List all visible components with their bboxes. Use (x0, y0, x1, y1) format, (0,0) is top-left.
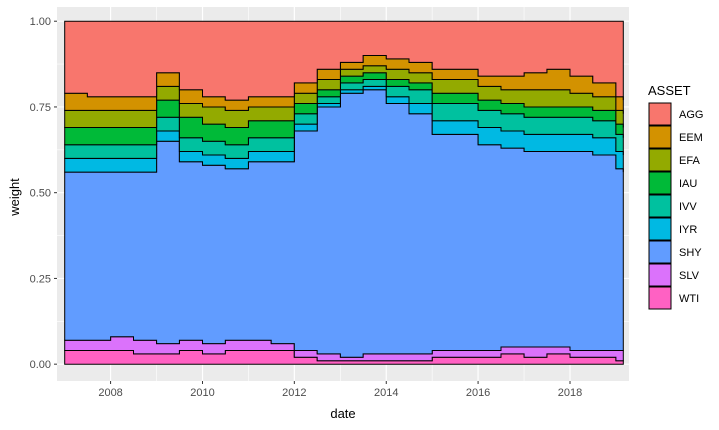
legend-label-ivv: IVV (679, 201, 697, 213)
legend-key-efa (648, 148, 672, 172)
x-tick-label: 2012 (282, 387, 306, 399)
x-axis-title: date (330, 406, 355, 421)
y-tick-label: 1.00 (30, 16, 51, 28)
legend-key-iau (648, 171, 672, 195)
x-tick-label: 2014 (374, 387, 398, 399)
legend-key-agg (648, 102, 672, 126)
y-tick-label: 0.75 (30, 102, 51, 114)
stacked-areas (64, 20, 624, 365)
legend-label-shy: SHY (679, 247, 702, 259)
legend-key-slv (648, 263, 672, 287)
y-tick-label: 0.25 (30, 273, 51, 285)
x-tick-label: 2016 (466, 387, 490, 399)
x-tick-label: 2008 (98, 387, 122, 399)
legend-label-wti: WTI (679, 293, 699, 305)
x-tick-label: 2018 (558, 387, 582, 399)
x-axis: 2008 2010 2012 2014 2016 2018 (98, 381, 582, 399)
legend-label-iau: IAU (679, 178, 697, 190)
legend-label-agg: AGG (679, 109, 703, 121)
legend-key-wti (648, 286, 672, 310)
legend: ASSET AGG EEM EFA IAU IVV IYR SHY SLV WTI (648, 83, 703, 310)
legend-label-eem: EEM (679, 132, 703, 144)
y-axis: 0.00 0.25 0.50 0.75 1.00 (30, 16, 57, 371)
legend-label-efa: EFA (679, 155, 700, 167)
y-tick-label: 0.00 (30, 359, 51, 371)
legend-label-iyr: IYR (679, 224, 697, 236)
legend-label-slv: SLV (679, 270, 700, 282)
legend-key-iyr (648, 217, 672, 241)
y-tick-label: 0.50 (30, 188, 51, 200)
legend-key-shy (648, 240, 672, 264)
y-axis-title: weight (7, 178, 22, 217)
area-agg (64, 20, 624, 101)
x-tick-label: 2010 (190, 387, 214, 399)
legend-key-eem (648, 125, 672, 149)
legend-title: ASSET (648, 83, 691, 98)
legend-key-ivv (648, 194, 672, 218)
